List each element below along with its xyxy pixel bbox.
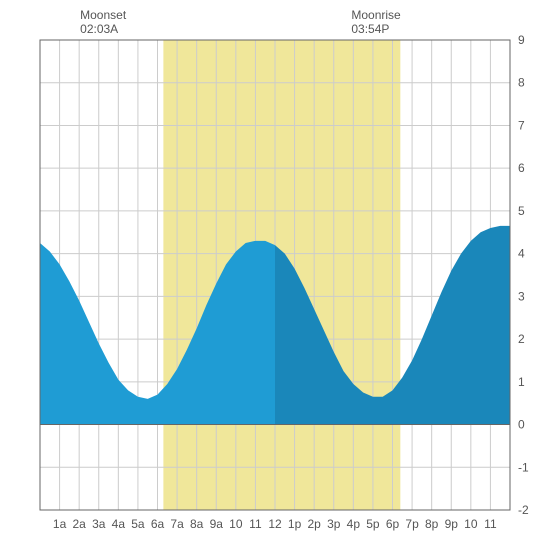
x-tick-label: 7a — [170, 517, 184, 531]
x-tick-label: 5a — [131, 517, 145, 531]
y-tick-label: 8 — [518, 76, 525, 90]
moonrise-label: Moonrise — [351, 8, 400, 22]
tide-chart: -2-101234567891a2a3a4a5a6a7a8a9a1011121p… — [0, 0, 550, 550]
moonrise-annotation: Moonrise 03:54P — [351, 8, 400, 37]
moonrise-time: 03:54P — [351, 22, 400, 36]
y-tick-label: 7 — [518, 118, 525, 132]
x-tick-label: 6a — [151, 517, 165, 531]
x-tick-label: 3a — [92, 517, 106, 531]
y-tick-label: 4 — [518, 247, 525, 261]
y-tick-label: -1 — [518, 460, 529, 474]
y-tick-label: 5 — [518, 204, 525, 218]
y-tick-label: 2 — [518, 332, 525, 346]
x-tick-label: 4a — [112, 517, 126, 531]
x-tick-label: 1p — [288, 517, 302, 531]
y-tick-label: 1 — [518, 375, 525, 389]
x-tick-label: 3p — [327, 517, 341, 531]
x-tick-label: 11 — [249, 517, 262, 531]
y-tick-label: 0 — [518, 418, 525, 432]
x-tick-label: 8a — [190, 517, 204, 531]
x-tick-label: 12 — [268, 517, 282, 531]
x-tick-label: 4p — [347, 517, 361, 531]
x-tick-label: 2p — [307, 517, 321, 531]
x-tick-label: 10 — [464, 517, 478, 531]
y-tick-label: -2 — [518, 503, 529, 517]
x-tick-label: 6p — [386, 517, 400, 531]
y-tick-label: 9 — [518, 33, 525, 47]
x-tick-label: 7p — [405, 517, 419, 531]
y-tick-label: 6 — [518, 161, 525, 175]
x-tick-label: 9a — [210, 517, 224, 531]
chart-svg: -2-101234567891a2a3a4a5a6a7a8a9a1011121p… — [0, 0, 550, 550]
moonset-time: 02:03A — [80, 22, 126, 36]
x-tick-label: 8p — [425, 517, 439, 531]
moonset-annotation: Moonset 02:03A — [80, 8, 126, 37]
y-tick-label: 3 — [518, 289, 525, 303]
x-tick-label: 1a — [53, 517, 67, 531]
x-tick-label: 10 — [229, 517, 243, 531]
x-tick-label: 5p — [366, 517, 380, 531]
x-tick-label: 2a — [72, 517, 86, 531]
x-tick-label: 9p — [445, 517, 459, 531]
x-tick-label: 11 — [484, 517, 497, 531]
moonset-label: Moonset — [80, 8, 126, 22]
